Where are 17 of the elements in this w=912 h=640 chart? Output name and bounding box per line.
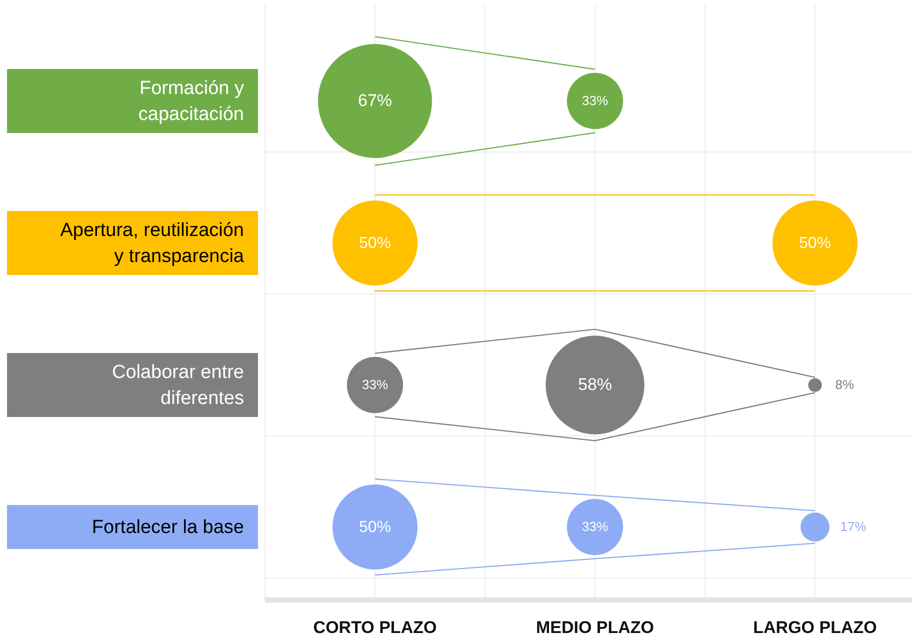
data-label: 17%: [840, 519, 867, 534]
text: Formación y capacitación: [138, 78, 244, 125]
data-label: 33%: [582, 93, 608, 108]
data-label: 50%: [358, 235, 392, 252]
data-label: 33%: [582, 519, 608, 534]
text: Colaborar entre diferentes: [112, 362, 244, 409]
data-label: 67%: [358, 91, 392, 110]
category-label: LARGO PLAZO: [753, 618, 877, 637]
data-label: 33%: [362, 377, 388, 392]
data-label: 50%: [358, 519, 392, 536]
data-label: 8%: [835, 377, 855, 392]
category-label: MEDIO PLAZO: [536, 618, 654, 637]
category-label: CORTO PLAZO: [313, 618, 437, 637]
data-label: 58%: [578, 375, 612, 394]
data-label: 50%: [798, 235, 832, 252]
text: Fortalecer la base: [92, 517, 244, 538]
text: Apertura, reutilización y transparencia: [60, 220, 244, 267]
